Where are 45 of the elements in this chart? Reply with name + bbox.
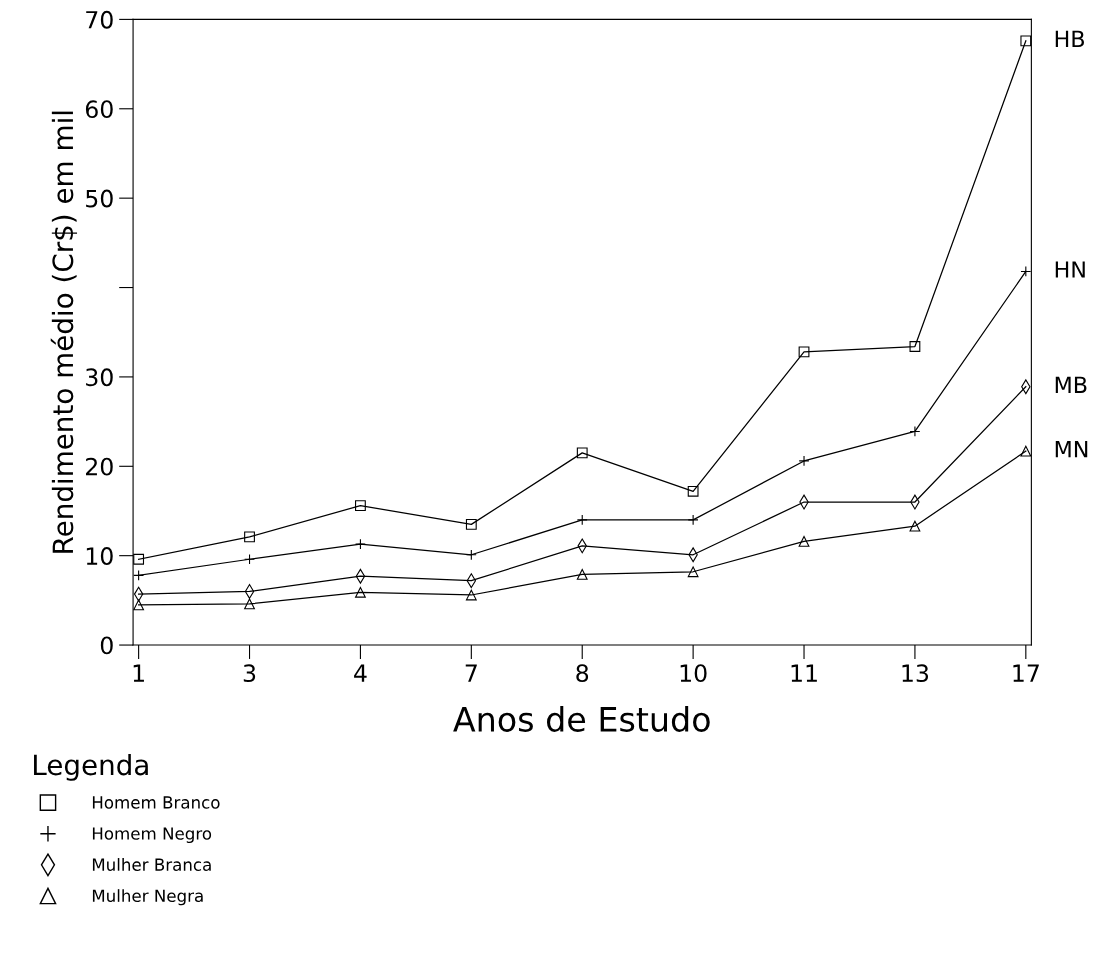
legend-title: Legenda <box>34 753 148 781</box>
annotation: HN <box>1055 261 1085 278</box>
point <box>798 346 810 358</box>
point <box>1020 445 1032 457</box>
y-tick-label: 0 <box>100 636 113 655</box>
point <box>244 598 255 610</box>
point <box>355 586 366 598</box>
y-tick-label: 50 <box>86 189 113 208</box>
y-axis-title: Rendimento médio (Cr$) em mil <box>50 111 78 553</box>
x-tick-label: 3 <box>243 664 256 683</box>
point <box>465 589 477 601</box>
y-tick-label: 30 <box>86 368 113 387</box>
y-tick-label: 60 <box>85 100 113 119</box>
x-tick-label: 4 <box>354 664 367 682</box>
point <box>687 566 699 578</box>
x-tick-label: 10 <box>680 664 707 683</box>
point <box>244 531 255 543</box>
point <box>909 520 921 532</box>
point <box>798 535 810 547</box>
x-tick-label: 13 <box>902 664 929 683</box>
y-tick-label: 70 <box>86 10 113 29</box>
annotation: MN <box>1055 441 1088 458</box>
point <box>687 485 699 497</box>
point <box>355 500 366 512</box>
point <box>909 341 921 352</box>
point <box>133 599 145 611</box>
annotation: MB <box>1055 376 1087 393</box>
x-tick-label: 17 <box>1013 664 1039 682</box>
y-tick-label: 10 <box>86 547 113 565</box>
legend-label: Homem Negro <box>92 827 212 844</box>
point <box>576 569 588 580</box>
point <box>1020 35 1032 47</box>
x-axis-title: Anos de Estudo <box>453 706 710 732</box>
legend-label: Mulher Branca <box>92 858 211 871</box>
annotation: HB <box>1055 30 1084 47</box>
x-tick-label: 11 <box>791 664 817 682</box>
legend-label: Homem Branco <box>92 796 220 809</box>
y-tick-label: 20 <box>86 457 113 476</box>
point <box>465 518 477 530</box>
legend-label: Mulher Negra <box>92 889 203 906</box>
point <box>576 447 588 459</box>
x-tick-label: 1 <box>133 664 144 682</box>
x-tick-label: 8 <box>576 664 589 683</box>
x-tick-label: 7 <box>465 664 477 682</box>
point <box>133 553 145 565</box>
